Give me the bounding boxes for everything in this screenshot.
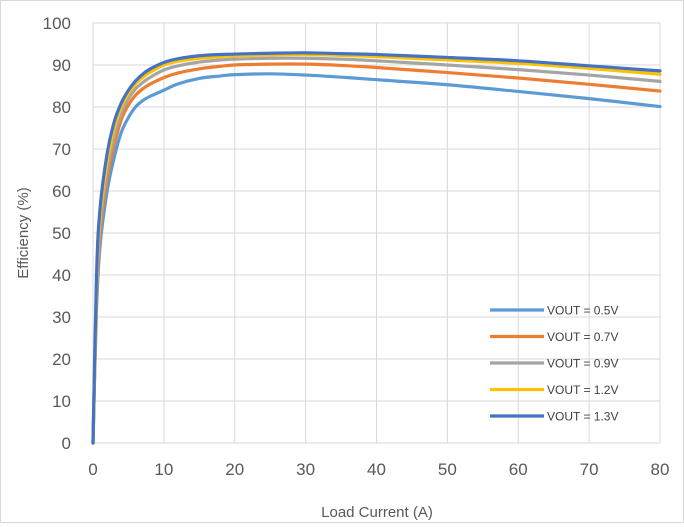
y-tick-label: 100 xyxy=(43,14,71,33)
series-line-1 xyxy=(91,72,662,445)
x-tick-label: 20 xyxy=(225,460,244,479)
x-tick-label: 60 xyxy=(509,460,528,479)
legend-label: VOUT = 1.3V xyxy=(547,410,618,424)
y-tick-label: 40 xyxy=(52,266,71,285)
legend-label: VOUT = 1.2V xyxy=(547,383,618,397)
series-lines xyxy=(91,51,662,445)
x-tick-label: 70 xyxy=(580,460,599,479)
y-tick-label: 0 xyxy=(62,434,71,453)
y-tick-label: 10 xyxy=(52,392,71,411)
series-line-5 xyxy=(91,51,662,445)
x-axis-title: Load Current (A) xyxy=(321,504,433,521)
legend: VOUT = 0.5V VOUT = 0.7V VOUT = 0.9V VOUT = … xyxy=(490,304,618,424)
x-tick-label: 0 xyxy=(88,460,97,479)
x-tick-label: 10 xyxy=(154,460,173,479)
legend-label: VOUT = 0.9V xyxy=(547,357,618,371)
y-tick-label: 30 xyxy=(52,308,71,327)
x-tick-label: 30 xyxy=(296,460,315,479)
legend-label: VOUT = 0.5V xyxy=(547,304,618,318)
x-tick-label: 50 xyxy=(438,460,457,479)
x-tick-label: 80 xyxy=(651,460,670,479)
y-tick-label: 80 xyxy=(52,98,71,117)
legend-label: VOUT = 0.7V xyxy=(547,330,618,344)
y-axis-title: Efficiency (%) xyxy=(15,187,32,278)
y-tick-label: 90 xyxy=(52,56,71,75)
x-tick-labels: 0 10 20 30 40 50 60 70 80 xyxy=(88,460,669,479)
x-tick-label: 40 xyxy=(367,460,386,479)
y-tick-label: 70 xyxy=(52,140,71,159)
y-tick-label: 20 xyxy=(52,350,71,369)
y-tick-label: 50 xyxy=(52,224,71,243)
grid xyxy=(92,22,661,444)
y-tick-labels: 0 10 20 30 40 50 60 70 80 90 100 xyxy=(43,14,71,453)
y-tick-label: 60 xyxy=(52,182,71,201)
